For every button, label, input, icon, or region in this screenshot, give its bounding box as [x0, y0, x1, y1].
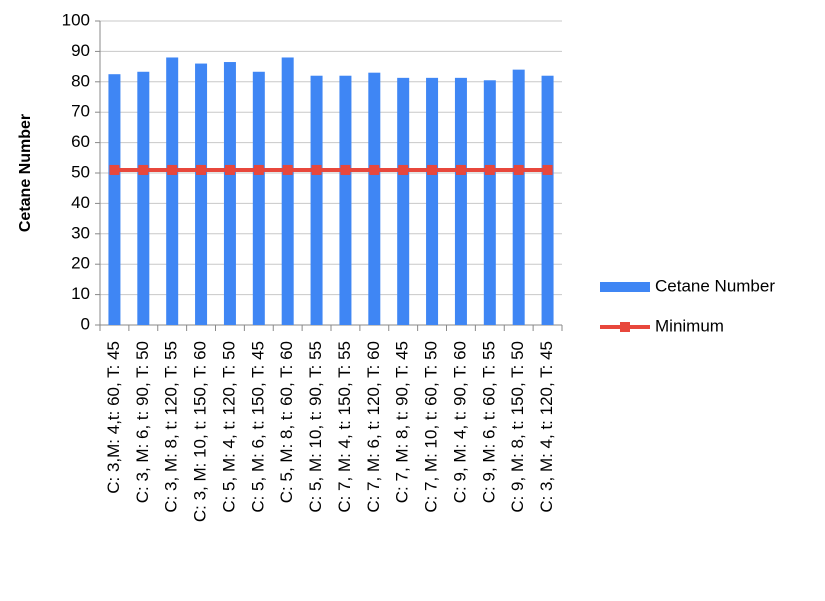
bar: [252, 71, 265, 325]
bar: [368, 72, 381, 326]
marker: [484, 164, 495, 175]
x-tick-label: C: 9, M: 8, t: 150, T: 50: [508, 341, 527, 513]
marker: [196, 164, 207, 175]
y-tick-label: 60: [71, 132, 90, 151]
bar: [426, 77, 439, 326]
marker: [369, 164, 380, 175]
y-tick-label: 20: [71, 254, 90, 273]
x-tick-label: C: 7, M: 10, t: 60, T: 50: [422, 341, 441, 513]
legend-label: Minimum: [655, 316, 724, 335]
x-tick-label: C: 5, M: 6, t: 150, T: 45: [248, 341, 267, 513]
y-tick-label: 0: [81, 314, 90, 333]
x-tick-label: C: 3, M: 8, t: 120, T: 55: [162, 341, 181, 513]
x-tick-label: C: 9, M: 4, t: 90, T: 60: [450, 341, 469, 503]
marker: [224, 164, 235, 175]
bar: [310, 75, 323, 325]
x-tick-label: C: 5, M: 10, t: 90, T: 55: [306, 341, 325, 513]
x-tick-label: C: 7, M: 8, t: 90, T: 45: [393, 341, 412, 503]
bar: [223, 62, 236, 325]
x-tick-label: C: 5, M: 8, t: 60, T: 60: [277, 341, 296, 503]
marker: [109, 164, 120, 175]
legend-swatch: [620, 322, 630, 332]
marker: [455, 164, 466, 175]
bar: [108, 74, 121, 325]
y-tick-label: 10: [71, 284, 90, 303]
bar: [195, 63, 208, 326]
x-tick-label: C: 9, M: 6, t: 60, T: 55: [479, 341, 498, 503]
x-tick-label: C: 3, M: 4, t: 120, T: 45: [537, 341, 556, 513]
y-tick-label: 30: [71, 223, 90, 242]
marker: [253, 164, 264, 175]
bar: [454, 77, 467, 326]
marker: [340, 164, 351, 175]
x-tick-label: C: 3,M: 4,t: 60, T: 45: [104, 341, 123, 494]
x-tick-label: C: 5, M: 4, t: 120, T: 50: [219, 341, 238, 513]
legend-label: Cetane Number: [655, 276, 775, 295]
marker: [542, 164, 553, 175]
y-tick-label: 40: [71, 193, 90, 212]
marker: [282, 164, 293, 175]
marker: [311, 164, 322, 175]
marker: [427, 164, 438, 175]
legend-swatch: [600, 282, 650, 292]
bar: [512, 69, 525, 325]
bar: [397, 77, 410, 326]
bar: [541, 75, 554, 325]
marker: [138, 164, 149, 175]
bar: [166, 57, 179, 325]
bar: [483, 80, 496, 325]
x-tick-label: C: 3, M: 6, t: 90, T: 50: [133, 341, 152, 503]
marker: [167, 164, 178, 175]
marker: [398, 164, 409, 175]
marker: [513, 164, 524, 175]
y-axis-label: Cetane Number: [17, 114, 34, 232]
x-tick-label: C: 7, M: 6, t: 120, T: 60: [364, 341, 383, 513]
y-tick-label: 100: [62, 10, 90, 29]
y-tick-label: 50: [71, 162, 90, 181]
bar: [137, 71, 150, 325]
y-tick-label: 80: [71, 71, 90, 90]
y-tick-label: 70: [71, 102, 90, 121]
x-tick-label: C: 7, M: 4, t: 150, T: 55: [335, 341, 354, 513]
bar: [281, 57, 294, 325]
x-tick-label: C: 3, M: 10, t: 150, T: 60: [191, 341, 210, 522]
y-tick-label: 90: [71, 41, 90, 60]
bar: [339, 75, 352, 325]
